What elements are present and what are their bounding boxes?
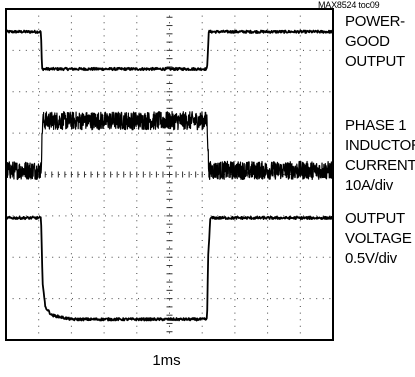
timebase-label: 1ms <box>152 352 181 369</box>
scope-frame <box>5 8 334 341</box>
trace-power-good-output <box>5 29 334 72</box>
scope-traces <box>5 29 334 322</box>
trace-output-voltage <box>5 215 334 322</box>
scope-grid <box>5 8 334 341</box>
label-power-good-output: POWER- GOOD OUTPUT <box>345 13 405 70</box>
figure-tag: MAX8524 toc09 <box>318 0 380 10</box>
label-phase1-inductor-current: PHASE 1 INDUCTOR CURRENT 10A/div <box>345 117 415 194</box>
trace-phase1-inductor-current <box>5 111 334 181</box>
label-output-voltage: OUTPUT VOLTAGE 0.5V/div <box>345 210 412 267</box>
